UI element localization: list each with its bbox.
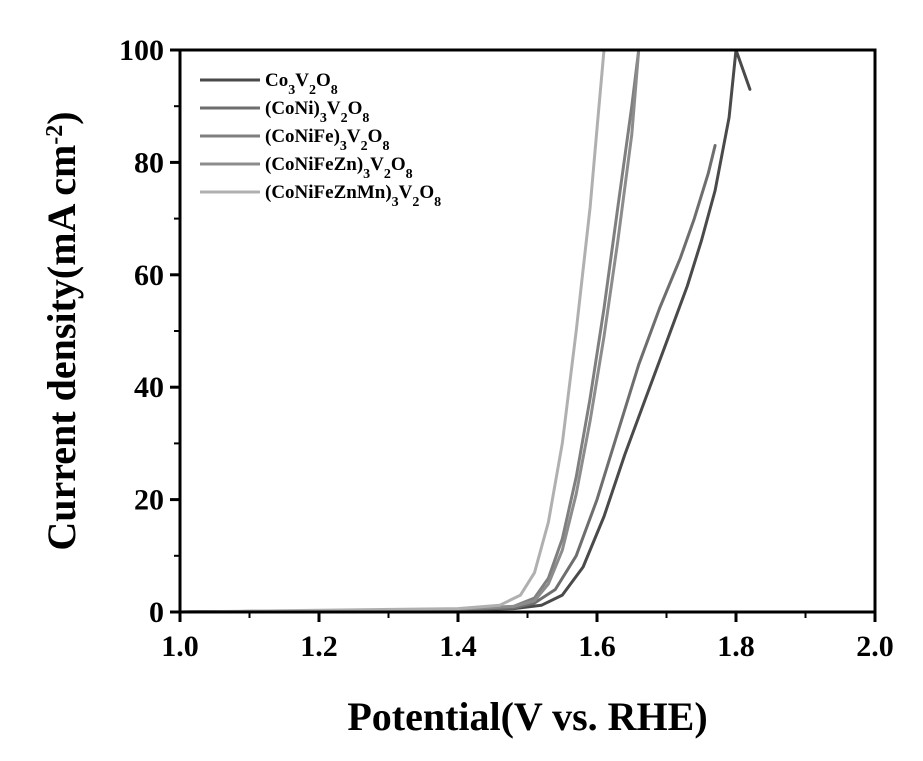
legend-label: (CoNiFeZn)3V2O8 bbox=[265, 154, 413, 182]
y-tick-label: 20 bbox=[134, 484, 164, 517]
y-axis-title-close: ) bbox=[39, 111, 84, 124]
y-tick-label: 100 bbox=[119, 34, 164, 67]
x-tick-label: 1.0 bbox=[161, 630, 199, 663]
y-tick-label: 60 bbox=[134, 259, 164, 292]
series-layer bbox=[178, 48, 752, 614]
series-line-2 bbox=[178, 144, 717, 614]
y-tick-label: 40 bbox=[134, 371, 164, 404]
legend-label: (CoNiFe)3V2O8 bbox=[265, 126, 389, 154]
tick-layer: 1.0 1.2 1.4 1.6 1.8 2.0 0 20 40 60 80 100 bbox=[119, 34, 894, 663]
x-tick-label: 2.0 bbox=[856, 630, 894, 663]
y-tick-label: 0 bbox=[149, 596, 164, 629]
x-tick-label: 1.8 bbox=[717, 630, 755, 663]
x-tick-label: 1.2 bbox=[300, 630, 338, 663]
x-tick-label: 1.6 bbox=[578, 630, 616, 663]
series-line-3 bbox=[178, 48, 641, 614]
y-tick-label: 80 bbox=[134, 146, 164, 179]
series-line-4 bbox=[178, 48, 641, 614]
legend-label: (CoNi)3V2O8 bbox=[265, 98, 369, 126]
legend-label: Co3V2O8 bbox=[265, 70, 338, 98]
y-axis-title-sup: -2 bbox=[42, 125, 68, 145]
series-line-5 bbox=[178, 48, 606, 614]
y-axis-title-main: Current density(mA cm bbox=[39, 145, 84, 551]
y-axis-title: Current density(mA cm-2) bbox=[39, 111, 84, 550]
x-axis-title: Potential(V vs. RHE) bbox=[347, 694, 707, 739]
legend-label: (CoNiFeZnMn)3V2O8 bbox=[265, 182, 441, 210]
legend: Co3V2O8(CoNi)3V2O8(CoNiFe)3V2O8(CoNiFeZn… bbox=[200, 70, 441, 210]
x-tick-label: 1.4 bbox=[439, 630, 477, 663]
